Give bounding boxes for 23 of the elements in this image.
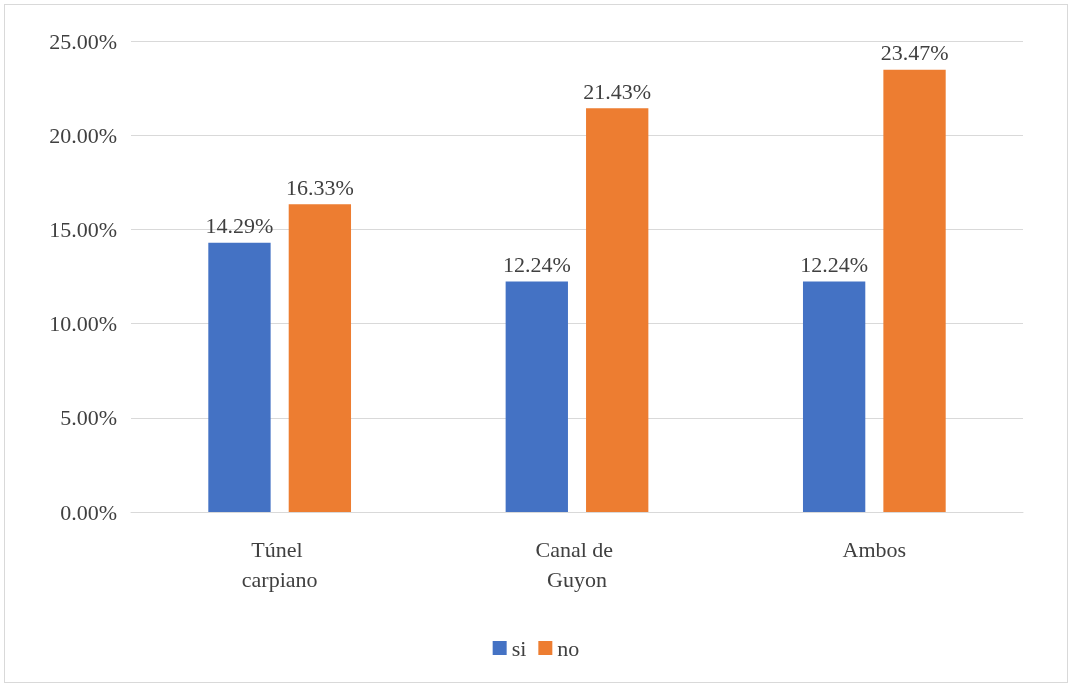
legend-label: si	[511, 635, 527, 661]
y-tick-label: 10.00%	[49, 311, 117, 337]
data-label: 23.47%	[880, 40, 949, 66]
x-tick-label: Canal de Guyon	[535, 536, 619, 592]
data-label: 16.33%	[285, 174, 354, 200]
legend-label: no	[557, 635, 580, 661]
data-label: 12.24%	[502, 251, 571, 277]
data-label: 21.43%	[583, 78, 652, 104]
x-tick-label: Túnel carpiano	[241, 536, 318, 592]
y-tick-label: 25.00%	[49, 28, 117, 54]
y-tick-label: 0.00%	[60, 499, 117, 525]
data-label: 12.24%	[800, 251, 869, 277]
y-tick-label: 15.00%	[49, 216, 117, 242]
bar	[288, 204, 352, 512]
bar	[802, 281, 866, 512]
bar	[505, 281, 568, 512]
bar	[586, 108, 649, 512]
y-tick-label: 20.00%	[49, 122, 117, 148]
x-tick-label: Ambos	[842, 536, 907, 562]
bar	[883, 69, 946, 512]
data-label: 14.29%	[205, 213, 274, 239]
bar	[208, 242, 271, 512]
y-tick-label: 5.00%	[60, 405, 117, 431]
